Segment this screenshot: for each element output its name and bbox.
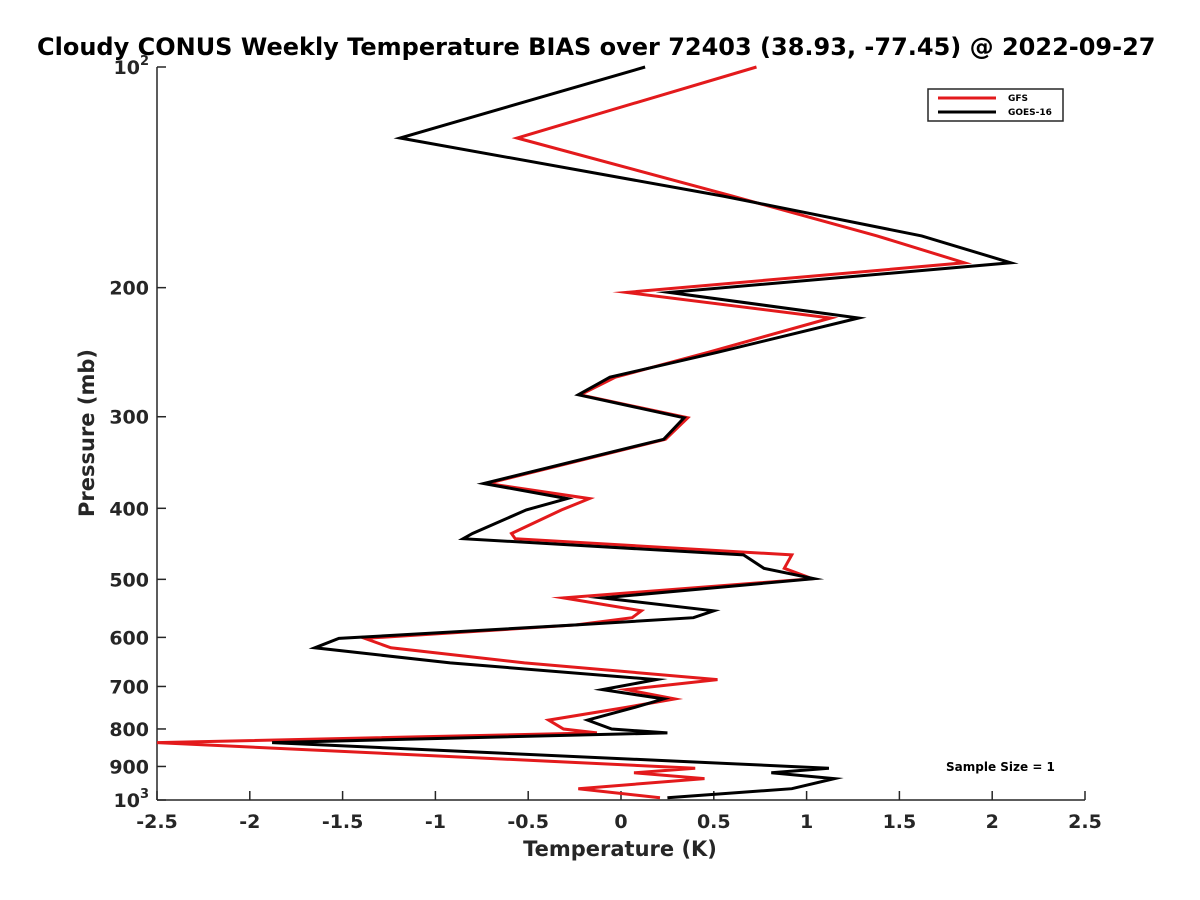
sample-size-annotation: Sample Size = 1 [946, 760, 1055, 774]
y-tick-label: 900 [109, 756, 149, 778]
y-tick-label: 700 [109, 676, 149, 698]
x-tick-label: -1 [425, 811, 446, 833]
x-tick-label: 1 [800, 811, 813, 833]
y-tick-label: 400 [109, 498, 149, 520]
chart-title: Cloudy CONUS Weekly Temperature BIAS ove… [37, 33, 1155, 61]
legend: GFS GOES-16 [927, 88, 1064, 122]
x-tick-label: -1.5 [322, 811, 364, 833]
y-tick-label: 800 [109, 719, 149, 741]
y-tick-label: 102 [114, 54, 150, 79]
x-tick-label: 1.5 [883, 811, 917, 833]
legend-label-goes-16: GOES-16 [1008, 108, 1052, 118]
y-tick-label: 500 [109, 569, 149, 591]
x-tick-label: 0 [614, 811, 627, 833]
legend-label-gfs: GFS [1008, 94, 1028, 104]
y-axis-label: Pressure (mb) [75, 349, 99, 517]
x-tick-label: 2.5 [1068, 811, 1102, 833]
series-layer [156, 65, 1019, 800]
y-tick-label: 200 [109, 278, 149, 300]
y-tick-label: 103 [114, 787, 150, 812]
x-tick-label: -2 [239, 811, 260, 833]
x-tick-label: -0.5 [507, 811, 549, 833]
x-tick-label: -2.5 [136, 811, 178, 833]
series-line-goes-16 [272, 65, 1019, 800]
x-tick-label: 2 [986, 811, 999, 833]
y-tick-label: 300 [109, 407, 149, 429]
x-axis-label: Temperature (K) [523, 837, 717, 861]
legend-box [927, 88, 1064, 122]
axes: -2.5 -2 -1.5 -1 -0.5 0 0.5 1 1.5 2 2.5 102 200 300 400… [109, 54, 1102, 833]
x-tick-label: 0.5 [697, 811, 731, 833]
y-tick-label: 600 [109, 627, 149, 649]
series-line-gfs [156, 65, 973, 800]
